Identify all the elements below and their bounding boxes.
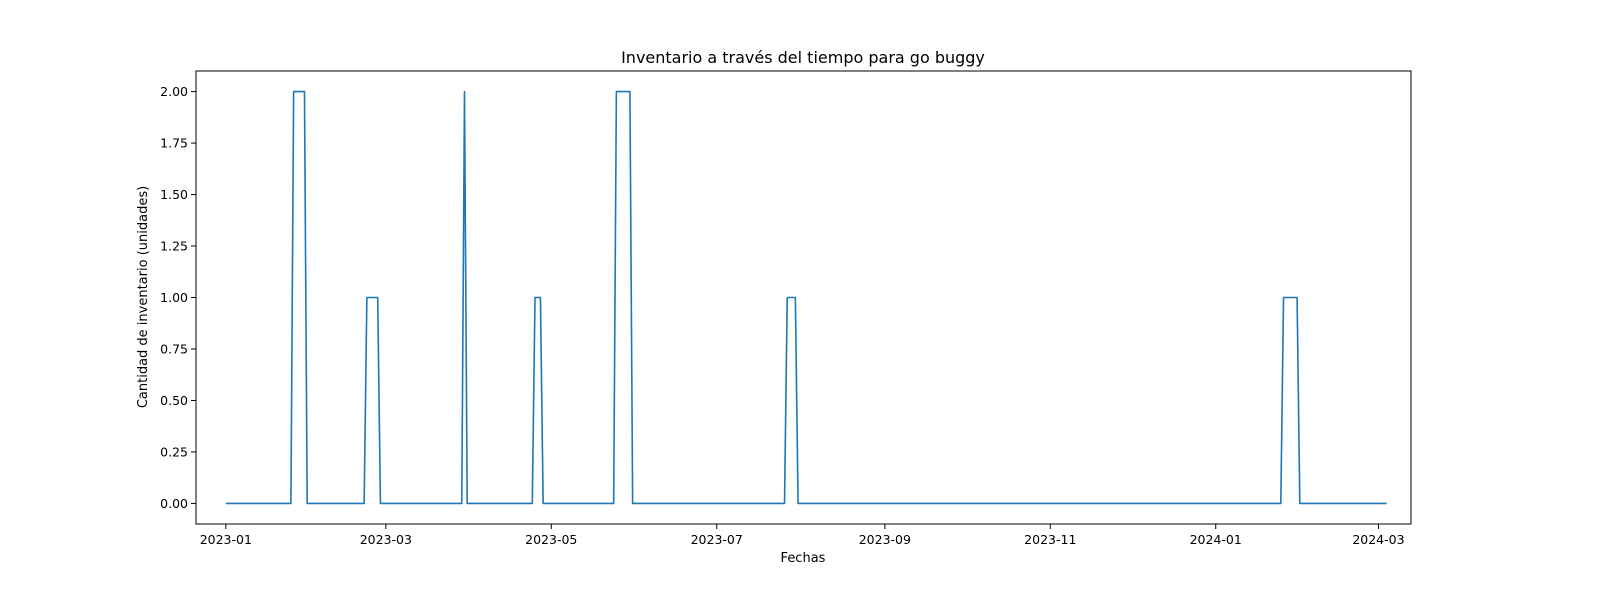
x-tick-label: 2024-03 [1352,532,1404,547]
inventory-line [225,90,1387,505]
y-tick-label: 0.00 [160,496,188,511]
y-tick-label: 0.25 [160,444,188,459]
y-tick-label: 0.50 [160,393,188,408]
x-tick-label: 2023-11 [1024,532,1076,547]
chart-title: Inventario a través del tiempo para go b… [621,48,985,67]
x-tick-label: 2023-09 [859,532,911,547]
y-axis: 0.00 0.25 0.50 0.75 1.00 1.25 1.50 1.75 2.00 [160,84,196,511]
y-tick-label: 0.75 [160,341,188,356]
y-tick-label: 1.75 [160,136,188,151]
y-tick-label: 2.00 [160,84,188,99]
x-tick-label: 2023-01 [200,532,252,547]
x-tick-label: 2023-05 [525,532,577,547]
y-tick-label: 1.50 [160,187,188,202]
x-tick-label: 2023-07 [691,532,743,547]
x-axis: 2023-01 2023-03 2023-05 2023-07 2023-09 2023-… [200,524,1405,547]
x-tick-label: 2024-01 [1190,532,1242,547]
x-tick-label: 2023-03 [360,532,412,547]
x-axis-label: Fechas [781,551,826,566]
y-axis-label: Cantidad de inventario (unidades) [136,186,151,408]
y-tick-label: 1.00 [160,290,188,305]
y-tick-label: 1.25 [160,239,188,254]
